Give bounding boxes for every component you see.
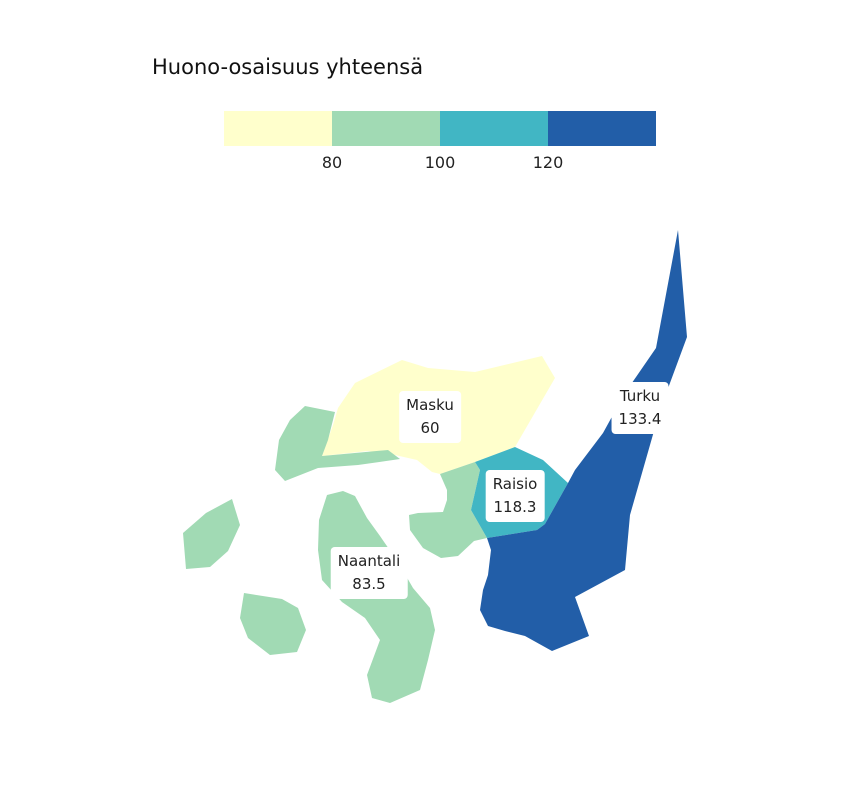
region-value-masku: 60 [420,419,440,437]
region-value-raisio: 118.3 [493,498,537,516]
region-label-raisio: Raisio 118.3 [485,470,545,522]
region-value-naantali: 83.5 [352,575,386,593]
legend-tick-120: 120 [532,153,564,172]
region-shape-naantali[interactable] [409,462,487,558]
region-label-turku: Turku 133.4 [611,382,669,434]
region-shape-naantali[interactable] [183,499,240,569]
region-label-naantali: Naantali 83.5 [330,547,408,599]
region-shape-naantali[interactable] [240,593,306,655]
region-turku[interactable] [480,230,687,651]
region-shape-turku[interactable] [480,230,687,651]
color-legend [224,111,656,146]
region-shape-naantali[interactable] [275,406,400,481]
map-title: Huono-osaisuus yhteensä [152,55,424,79]
region-label-masku: Masku 60 [399,391,461,443]
legend-tick-100: 100 [424,153,456,172]
region-value-turku: 133.4 [618,410,662,428]
region-name-masku: Masku [406,396,454,414]
legend-swatch-4 [548,111,656,146]
legend-tick-80: 80 [321,153,343,172]
region-name-raisio: Raisio [492,475,538,493]
legend-swatch-3 [440,111,548,146]
legend-swatch-1 [224,111,332,146]
region-name-turku: Turku [619,387,661,405]
region-name-naantali: Naantali [337,552,401,570]
legend-swatch-2 [332,111,440,146]
region-naantali[interactable] [183,406,487,703]
